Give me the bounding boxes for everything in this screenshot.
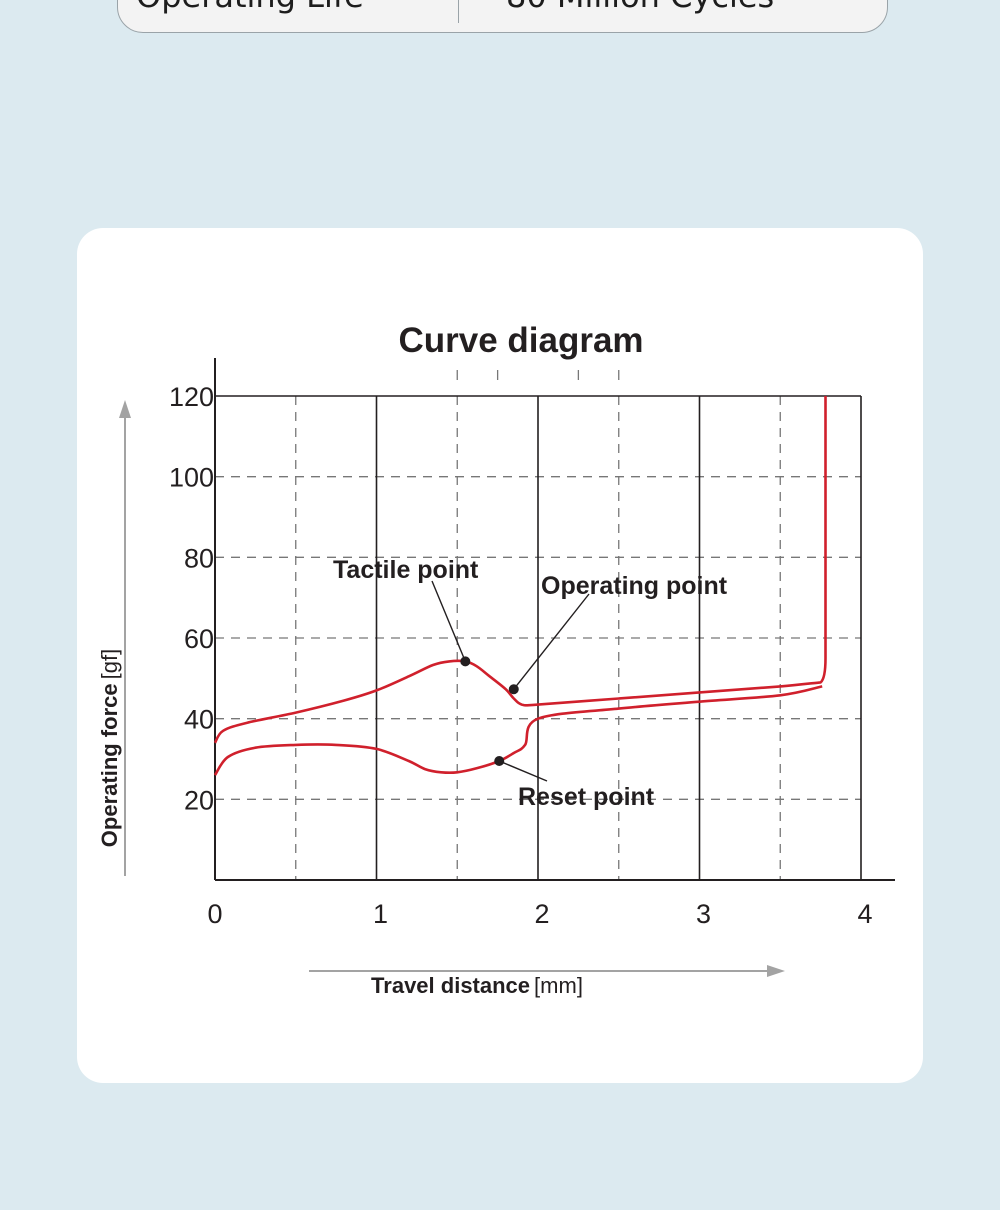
spec-label: Operating Life xyxy=(136,0,364,32)
y-axis-unit-open: [ xyxy=(97,673,122,679)
annotation-point xyxy=(508,684,519,695)
svg-text:Travel distance[mm]: Travel distance [mm] xyxy=(371,973,583,998)
y-axis-title: Operating force [gf] xyxy=(97,649,122,847)
y-tick-label: 80 xyxy=(184,543,214,573)
annotation-label: Operating point xyxy=(541,572,728,600)
x-axis-label: Travel distance xyxy=(371,973,530,998)
svg-text:Operating force[gf]: Operating force [gf] xyxy=(97,649,122,847)
y-axis-arrow-head xyxy=(119,400,131,418)
x-tick-label: 0 xyxy=(207,899,222,929)
y-axis-label: Operating force xyxy=(97,683,122,847)
spec-value: 80 Million Cycles xyxy=(506,0,774,32)
annotation-leader xyxy=(498,760,548,782)
force-curve-line xyxy=(213,685,823,776)
x-tick-label: 1 xyxy=(373,899,388,929)
annotations: Tactile point Operating point Reset point xyxy=(333,556,728,811)
x-axis-unit-open: [ xyxy=(534,973,540,998)
annotation-point xyxy=(460,656,471,667)
x-axis-arrow-head xyxy=(767,965,785,977)
x-axis-unit: mm xyxy=(540,973,577,998)
y-tick-label: 120 xyxy=(169,382,214,412)
annotation-point xyxy=(494,756,505,767)
annotation-label: Tactile point xyxy=(333,556,479,584)
axes: 20 40 60 80 100 120 0 1 2 3 4 xyxy=(169,358,895,929)
series xyxy=(213,396,827,776)
y-tick-label: 20 xyxy=(184,785,214,815)
annotation-leader xyxy=(431,580,466,662)
annotation-label: Reset point xyxy=(518,783,655,811)
force-curve-line xyxy=(213,396,827,744)
y-axis-unit: gf xyxy=(97,654,122,673)
x-axis-title: Travel distance [mm] xyxy=(371,973,583,998)
y-tick-label: 40 xyxy=(184,705,214,735)
spec-divider xyxy=(458,0,459,23)
x-axis-unit-close: ] xyxy=(577,973,583,998)
x-tick-label: 4 xyxy=(857,899,872,929)
y-axis-unit-close: ] xyxy=(97,649,122,655)
force-travel-chart: 20 40 60 80 100 120 0 1 2 3 4 Tactile point Operati… xyxy=(97,321,895,998)
annotation-leader xyxy=(513,593,590,690)
chart-title: Curve diagram xyxy=(398,321,643,360)
y-tick-label: 100 xyxy=(169,463,214,493)
y-tick-label: 60 xyxy=(184,624,214,654)
chart-card: 20 40 60 80 100 120 0 1 2 3 4 Tactile point Operati… xyxy=(77,228,923,1083)
x-tick-label: 3 xyxy=(696,899,711,929)
spec-row: Operating Life 80 Million Cycles xyxy=(117,0,888,33)
x-tick-label: 2 xyxy=(534,899,549,929)
